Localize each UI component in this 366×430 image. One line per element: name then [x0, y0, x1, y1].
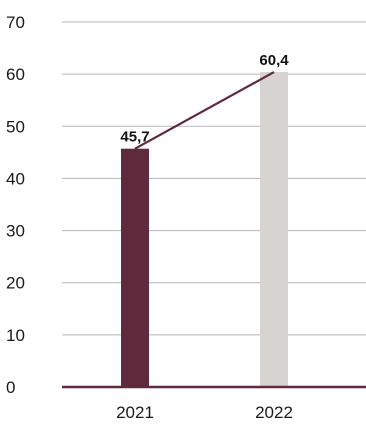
y-tick-label-60: 60	[6, 65, 25, 84]
data-label-2022: 60,4	[259, 52, 289, 69]
y-tick-label-30: 30	[6, 222, 25, 241]
y-tick-label-70: 70	[6, 13, 25, 32]
bars	[121, 72, 288, 388]
y-tick-label-0: 0	[6, 378, 15, 397]
y-tick-label-40: 40	[6, 169, 25, 188]
x-tick-label-2021: 2021	[116, 403, 154, 422]
y-axis-ticks: 0 10 20 30 40 50 60 70	[6, 13, 25, 397]
y-tick-label-50: 50	[6, 117, 25, 136]
gridlines	[62, 21, 366, 336]
y-tick-label-10: 10	[6, 326, 25, 345]
trend-line	[134, 71, 275, 150]
data-labels: 45,7 60,4	[120, 52, 289, 146]
data-label-2021: 45,7	[120, 129, 149, 146]
bar-2022	[260, 72, 288, 388]
x-tick-label-2022: 2022	[255, 403, 293, 422]
x-axis-ticks: 2021 2022	[116, 403, 293, 422]
bar-2021	[121, 148, 149, 387]
trend-line-group	[134, 71, 275, 150]
y-tick-label-20: 20	[6, 274, 25, 293]
